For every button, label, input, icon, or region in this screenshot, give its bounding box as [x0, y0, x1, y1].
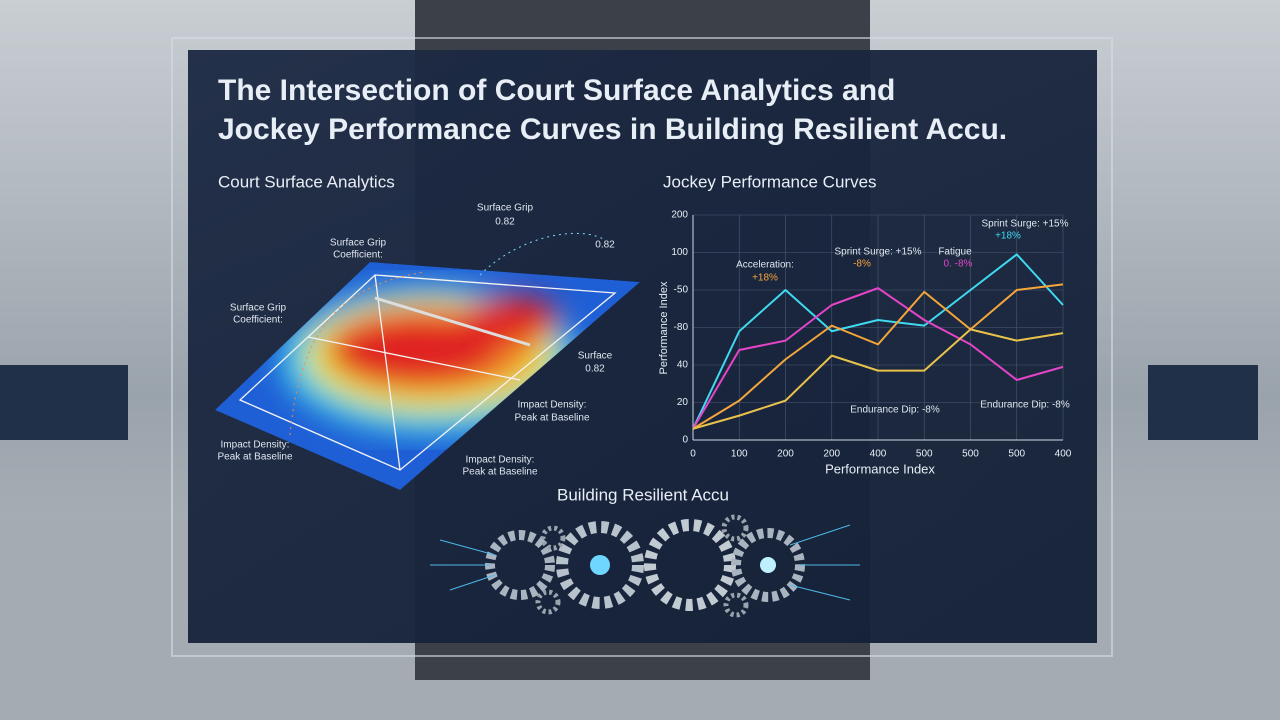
x-tick-label: 400	[1055, 449, 1072, 460]
x-tick-label: 100	[731, 449, 748, 460]
court-annotation: Coefficient:	[233, 315, 283, 326]
y-tick-label: 40	[677, 360, 689, 371]
court-annotation: 0.82	[495, 217, 515, 228]
line-chart: 0 20 40 -80 -50 100 200 0 100 200 200 400 500 500 500 4…	[671, 210, 1071, 460]
x-tick-label: 0	[690, 449, 696, 460]
chart-annotation: +18%	[752, 273, 778, 284]
chart-annotation: Acceleration:	[736, 260, 794, 271]
court-annotation: Surface Grip	[230, 303, 287, 314]
monitor-right	[1148, 365, 1258, 440]
court-annotation: Impact Density:	[466, 455, 535, 466]
court-annotation: Peak at Baseline	[514, 413, 589, 424]
x-tick-label: 500	[916, 449, 933, 460]
series-line	[692, 283, 1064, 430]
court-annotation: Surface Grip	[330, 238, 387, 249]
chart-annotation: Endurance Dip: -8%	[980, 400, 1070, 411]
series-line	[692, 328, 1064, 430]
court-annotation: Peak at Baseline	[462, 467, 537, 478]
chart-annotation: Endurance Dip: -8%	[850, 405, 940, 416]
x-tick-label: 200	[777, 449, 794, 460]
court-annotation: Impact Density:	[221, 440, 290, 451]
glass-frame	[171, 37, 1113, 657]
x-tick-label: 400	[870, 449, 887, 460]
y-axis-label: Performance Index	[658, 281, 670, 374]
x-tick-label: 200	[823, 449, 840, 460]
chart-annotation: Sprint Surge: +15%	[982, 219, 1069, 230]
court-annotation: 0.82	[585, 364, 605, 375]
court-lines	[238, 274, 617, 471]
monitor-left	[0, 365, 128, 440]
court-annotation: 0.82	[595, 240, 615, 251]
trajectory	[289, 271, 426, 436]
y-tick-label: 20	[677, 397, 689, 408]
x-tick-label: 500	[1008, 449, 1025, 460]
court-annotation: Surface	[578, 351, 613, 362]
series-line	[692, 287, 1064, 430]
chart-annotation: -8%	[853, 259, 871, 270]
y-tick-label: -80	[674, 322, 689, 333]
y-tick-label: 0	[682, 435, 688, 446]
y-tick-label: -50	[674, 285, 689, 296]
gears	[430, 514, 860, 618]
x-tick-label: 500	[962, 449, 979, 460]
chart-annotation: Fatigue	[938, 247, 972, 258]
court-annotation: Impact Density:	[518, 400, 587, 411]
heatmap	[215, 262, 640, 490]
title-line: The Intersection of Court Surface Analyt…	[218, 74, 895, 107]
court-annotation: Coefficient:	[333, 250, 383, 261]
court-annotation: Surface Grip	[477, 203, 534, 214]
x-axis-label: Performance Index	[825, 461, 935, 476]
chart-annotation: Sprint Surge: +15%	[835, 247, 922, 258]
chart-annotation: 0. -8%	[944, 259, 973, 270]
court-annotation: Peak at Baseline	[217, 452, 292, 463]
trajectory	[479, 232, 606, 276]
chart-annotation: +18%	[995, 231, 1021, 242]
gears-heading: Building Resilient Accu	[557, 485, 729, 504]
series-line	[692, 253, 1064, 430]
court-heading: Court Surface Analytics	[218, 172, 395, 191]
title-line: Jockey Performance Curves in Building Re…	[218, 113, 1007, 146]
chart-title: Jockey Performance Curves	[663, 172, 877, 191]
y-tick-label: 200	[671, 210, 688, 221]
y-tick-label: 100	[671, 247, 688, 258]
